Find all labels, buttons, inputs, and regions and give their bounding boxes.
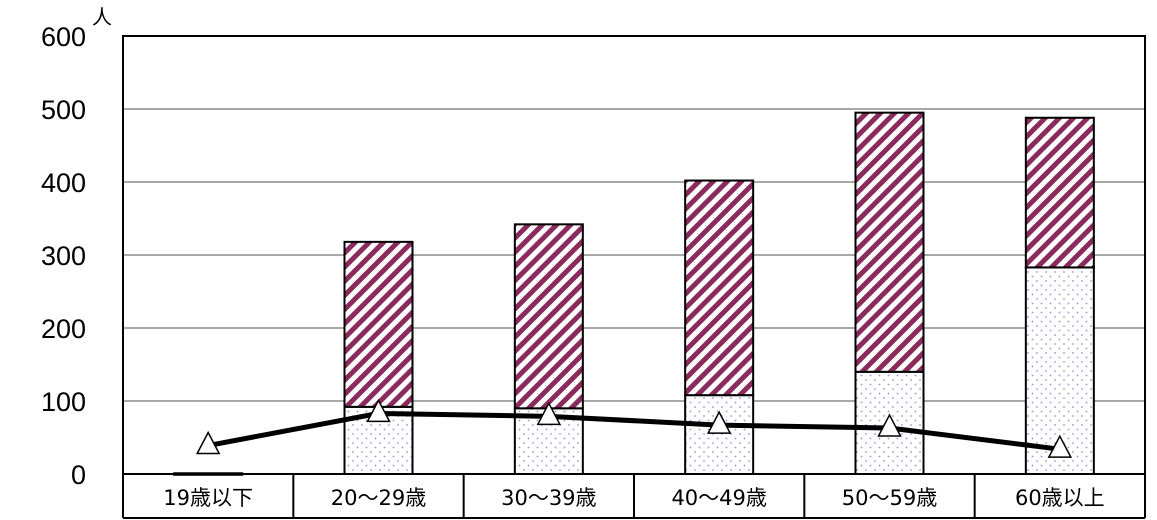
y-tick-label: 600 (41, 22, 86, 52)
y-tick-label: 100 (41, 387, 86, 417)
category-axis: 19歳以下 20～29歳 30～39歳 40～49歳 50～59歳 60歳以上 (122, 474, 1146, 519)
category-label: 40～49歳 (671, 486, 766, 510)
category-label: 50～59歳 (842, 486, 937, 510)
bar-segment (513, 223, 584, 410)
y-axis: 0 100 200 300 400 500 600 (41, 22, 86, 490)
triangle-marker (536, 401, 562, 426)
bar-segment (343, 240, 414, 408)
y-tick-label: 500 (41, 95, 86, 125)
category-label: 19歳以下 (163, 486, 253, 510)
triangle-marker (1047, 434, 1073, 458)
bar-segment (854, 111, 925, 373)
category-label: 20～29歳 (331, 486, 426, 510)
triangle-marker (195, 430, 221, 455)
y-tick-label: 400 (41, 168, 86, 198)
category-label: 30～39歳 (501, 486, 596, 510)
bar-segment (1024, 116, 1095, 269)
bars (173, 111, 1095, 476)
y-tick-label: 0 (71, 460, 86, 490)
bar-segment (684, 394, 755, 475)
triangle-marker (706, 410, 732, 434)
gridlines (123, 108, 1145, 402)
triangle-marker (877, 413, 902, 437)
bar-segment (684, 179, 755, 397)
y-tick-label: 200 (41, 314, 86, 344)
category-label: 60歳以上 (1015, 486, 1105, 510)
line-series-path (207, 410, 1061, 452)
triangle-marker (366, 398, 391, 423)
y-axis-unit-label: 人 (92, 5, 112, 29)
y-tick-label: 300 (41, 241, 86, 271)
line-series (195, 398, 1073, 458)
